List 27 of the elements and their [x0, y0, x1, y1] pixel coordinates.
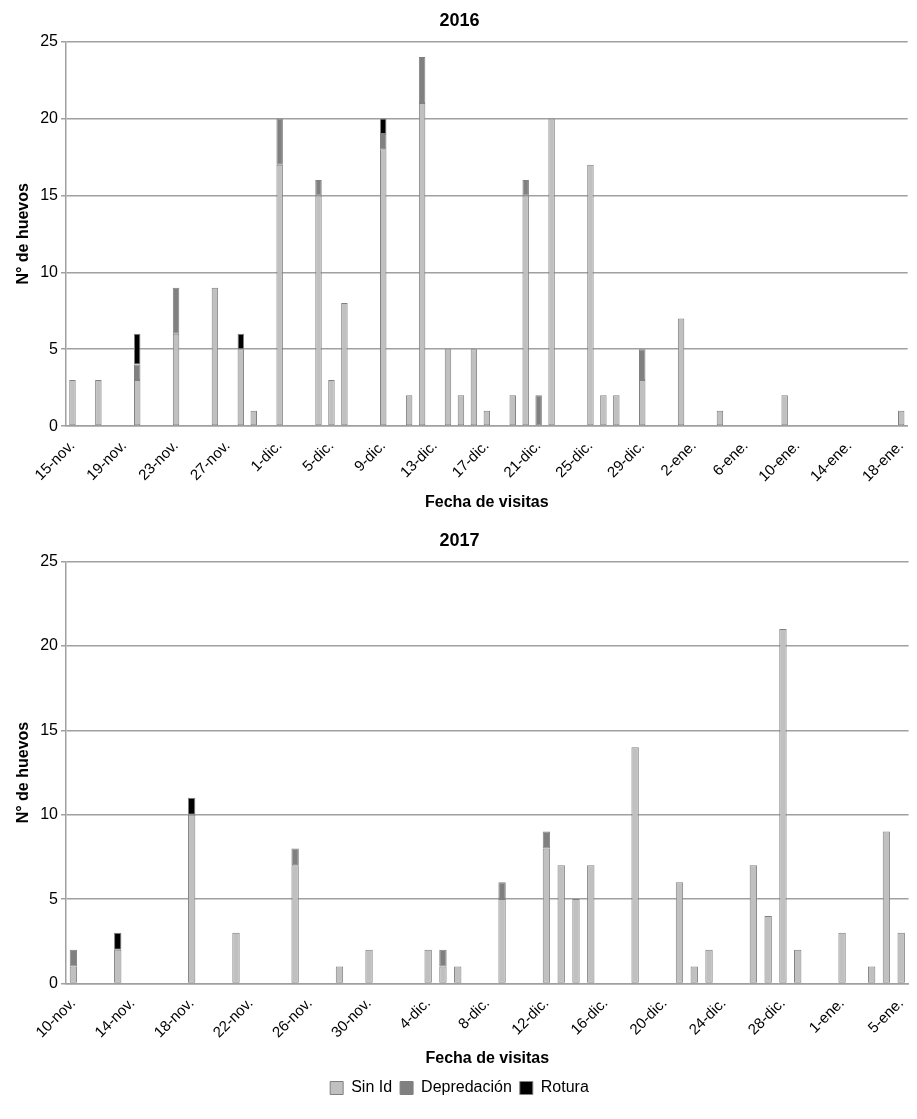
- bar: [439, 949, 447, 967]
- y-tick-label: 10: [40, 262, 59, 280]
- y-tick-label: 25: [40, 552, 59, 570]
- y-axis-title: N° de huevos: [14, 182, 32, 285]
- y-tick-label: 25: [40, 32, 59, 50]
- y-tick-label: 10: [40, 805, 59, 823]
- bar: [498, 882, 506, 900]
- legend-label: Depredación: [421, 1078, 512, 1096]
- x-axis-title: Fecha de visitas: [425, 492, 549, 510]
- bar: [291, 848, 299, 866]
- y-tick-label: 20: [40, 636, 59, 654]
- bar: [522, 180, 529, 196]
- y-tick-label: 5: [49, 889, 59, 907]
- y-tick-label: 20: [40, 108, 59, 126]
- chart-title: 2017: [439, 529, 480, 550]
- y-tick-label: 15: [40, 185, 59, 203]
- x-axis-title: Fecha de visitas: [425, 1048, 550, 1066]
- y-tick-label: 15: [40, 720, 59, 738]
- y-tick-label: 0: [49, 973, 59, 991]
- legend-label: Rotura: [540, 1078, 589, 1096]
- legend-label: Sin Id: [351, 1078, 393, 1096]
- bar: [535, 395, 542, 426]
- y-axis-title: N° de huevos: [14, 721, 32, 824]
- bar: [315, 180, 322, 196]
- y-tick-label: 0: [49, 416, 59, 434]
- y-tick-label: 5: [49, 339, 59, 357]
- chart-title: 2016: [439, 9, 480, 30]
